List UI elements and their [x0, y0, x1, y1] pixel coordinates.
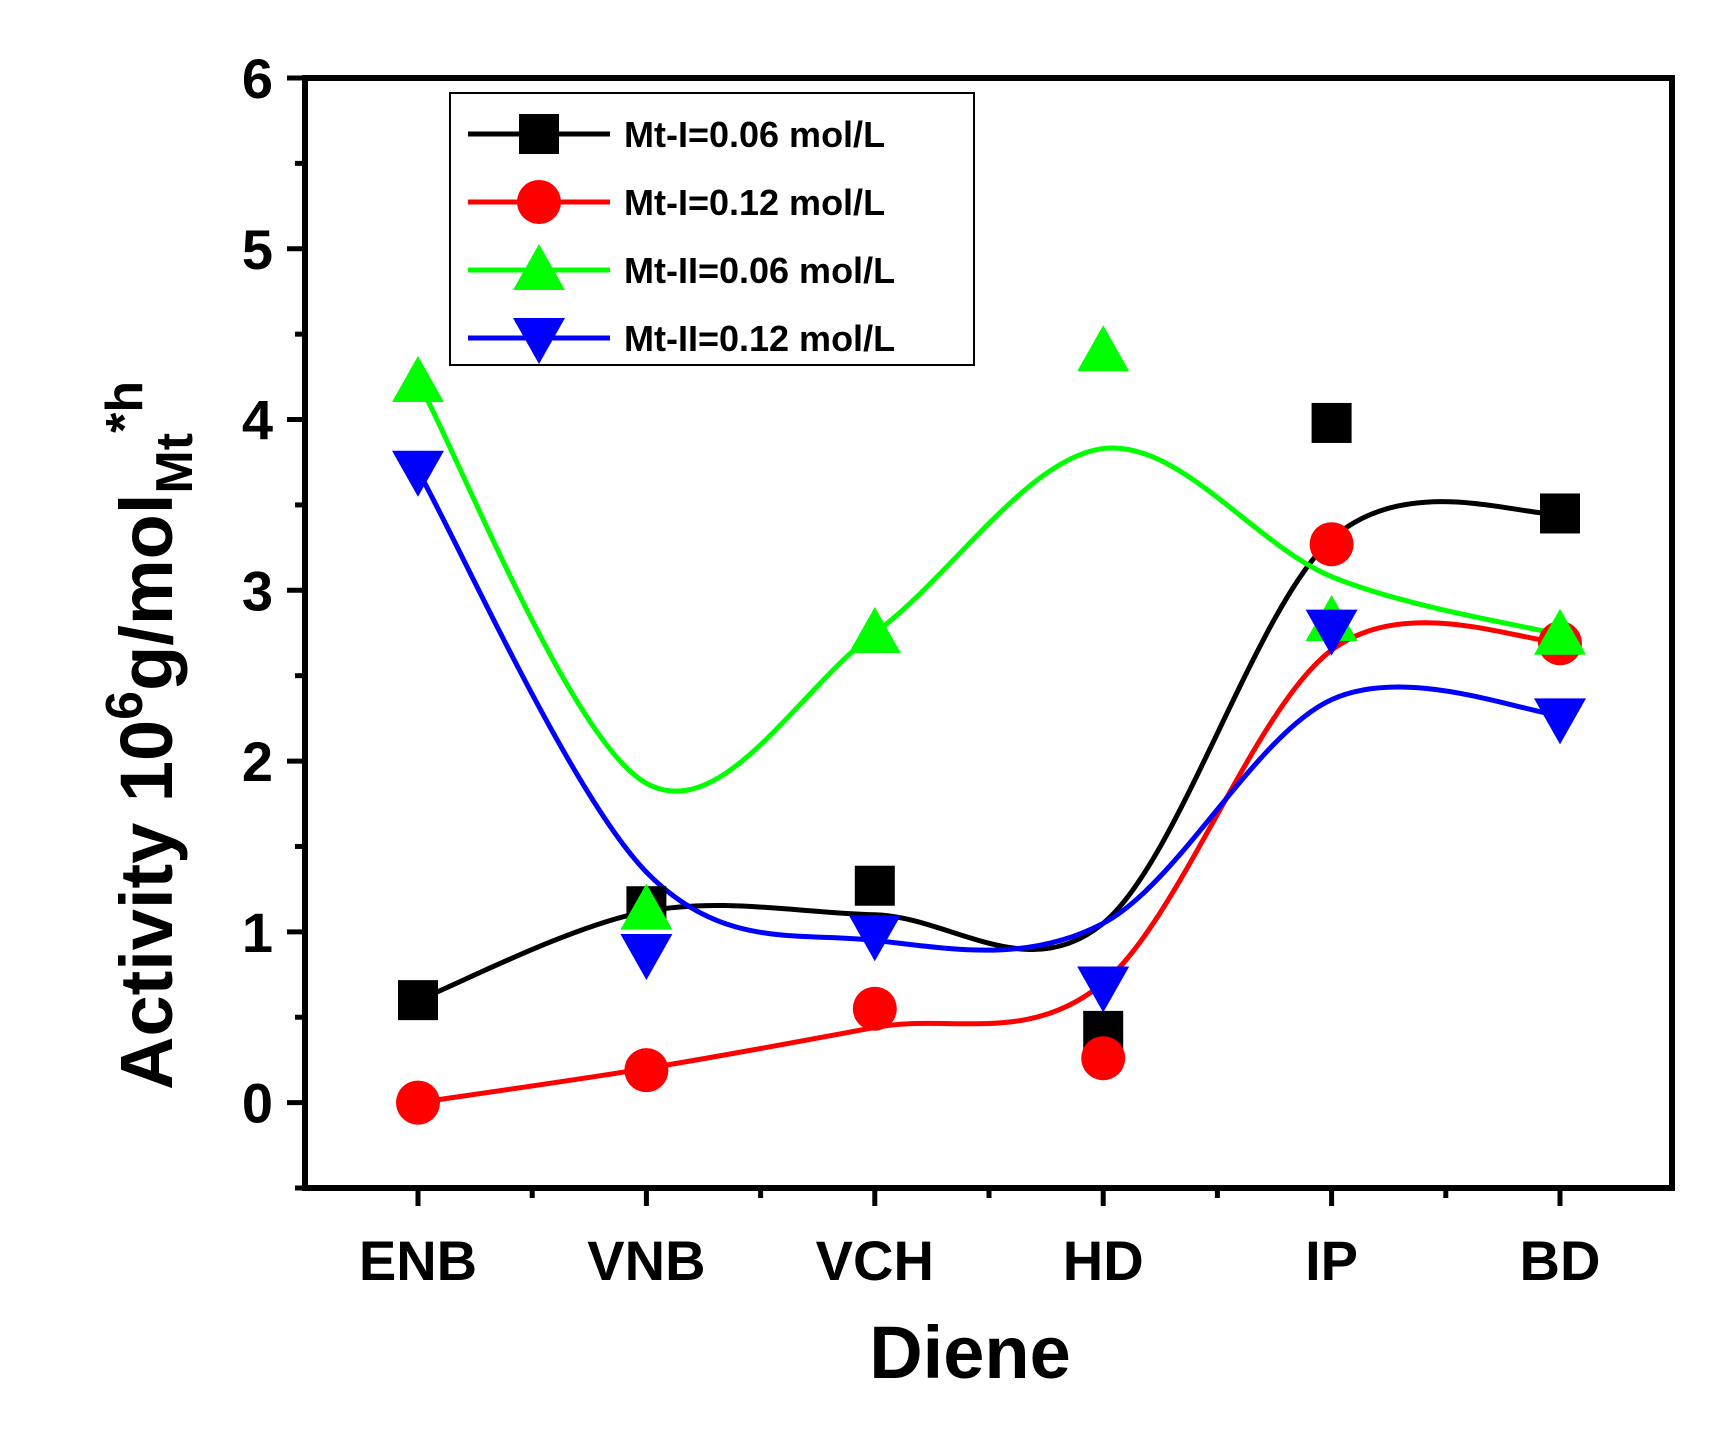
- data-point: [1077, 325, 1130, 372]
- legend-marker: [519, 114, 559, 154]
- legend-marker: [517, 180, 561, 224]
- data-point: [1540, 493, 1580, 534]
- fit-curve: [415, 380, 1561, 794]
- data-point: [392, 355, 444, 402]
- data-point: [1081, 1036, 1126, 1081]
- y-axis-title-main: Activity 10: [105, 720, 188, 1090]
- y-tick-label: 6: [242, 47, 273, 110]
- x-axis-title: Diene: [869, 1311, 1071, 1394]
- y-axis-title-exponent: 6: [96, 691, 154, 720]
- x-tick-label: IP: [1305, 1229, 1358, 1292]
- legend: Mt-I=0.06 mol/L Mt-I=0.12 mol/L Mt-II=0.06…: [449, 92, 975, 366]
- data-point: [620, 934, 673, 981]
- data-point: [1534, 698, 1586, 745]
- data-point: [848, 915, 901, 962]
- legend-marker: [513, 244, 565, 290]
- x-tick-labels: ENB VNB VCH HD IP BD: [359, 1229, 1601, 1292]
- axis-ticks: [287, 75, 1563, 1206]
- data-point: [1534, 608, 1586, 655]
- y-tick-label: 5: [242, 218, 273, 281]
- data-point: [624, 1048, 669, 1093]
- y-tick-label: 3: [242, 559, 273, 622]
- x-tick-label: BD: [1520, 1229, 1601, 1292]
- y-axis-title: Activity 106g/molMt*h: [96, 381, 204, 1090]
- y-tick-label: 4: [242, 389, 273, 452]
- data-point: [852, 986, 897, 1031]
- data-point: [848, 607, 901, 653]
- data-point: [392, 450, 444, 497]
- data-point: [398, 980, 438, 1021]
- data-point: [396, 1080, 440, 1125]
- x-tick-label: ENB: [359, 1229, 477, 1292]
- data-markers: [392, 325, 1586, 1125]
- fit-curve: [417, 620, 1561, 1106]
- legend-label: Mt-II=0.12 mol/L: [624, 318, 895, 359]
- data-point: [1077, 966, 1130, 1013]
- data-point: [1311, 402, 1352, 443]
- y-tick-label: 1: [242, 901, 273, 964]
- data-point: [620, 883, 673, 930]
- legend-label: Mt-I=0.06 mol/L: [624, 114, 885, 155]
- fit-curves: [415, 380, 1561, 1106]
- y-axis-title-superscript: *h: [96, 381, 154, 433]
- y-axis-title-unit: g/mol: [105, 494, 188, 691]
- data-point: [854, 865, 895, 906]
- y-tick-label: 0: [242, 1072, 273, 1135]
- x-tick-label: VCH: [816, 1229, 934, 1292]
- data-point: [1305, 609, 1358, 656]
- fit-curve: [415, 469, 1561, 953]
- x-tick-label: VNB: [587, 1229, 705, 1292]
- legend-label: Mt-II=0.06 mol/L: [624, 250, 895, 291]
- x-tick-label: HD: [1063, 1229, 1144, 1292]
- data-point: [1309, 522, 1354, 567]
- y-axis-title-subscript: Mt: [146, 433, 204, 494]
- y-tick-labels: 0 1 2 3 4 5 6: [242, 47, 273, 1135]
- legend-label: Mt-I=0.12 mol/L: [624, 182, 885, 223]
- legend-marker: [513, 318, 565, 364]
- y-tick-label: 2: [242, 730, 273, 793]
- fit-curve: [417, 499, 1561, 1003]
